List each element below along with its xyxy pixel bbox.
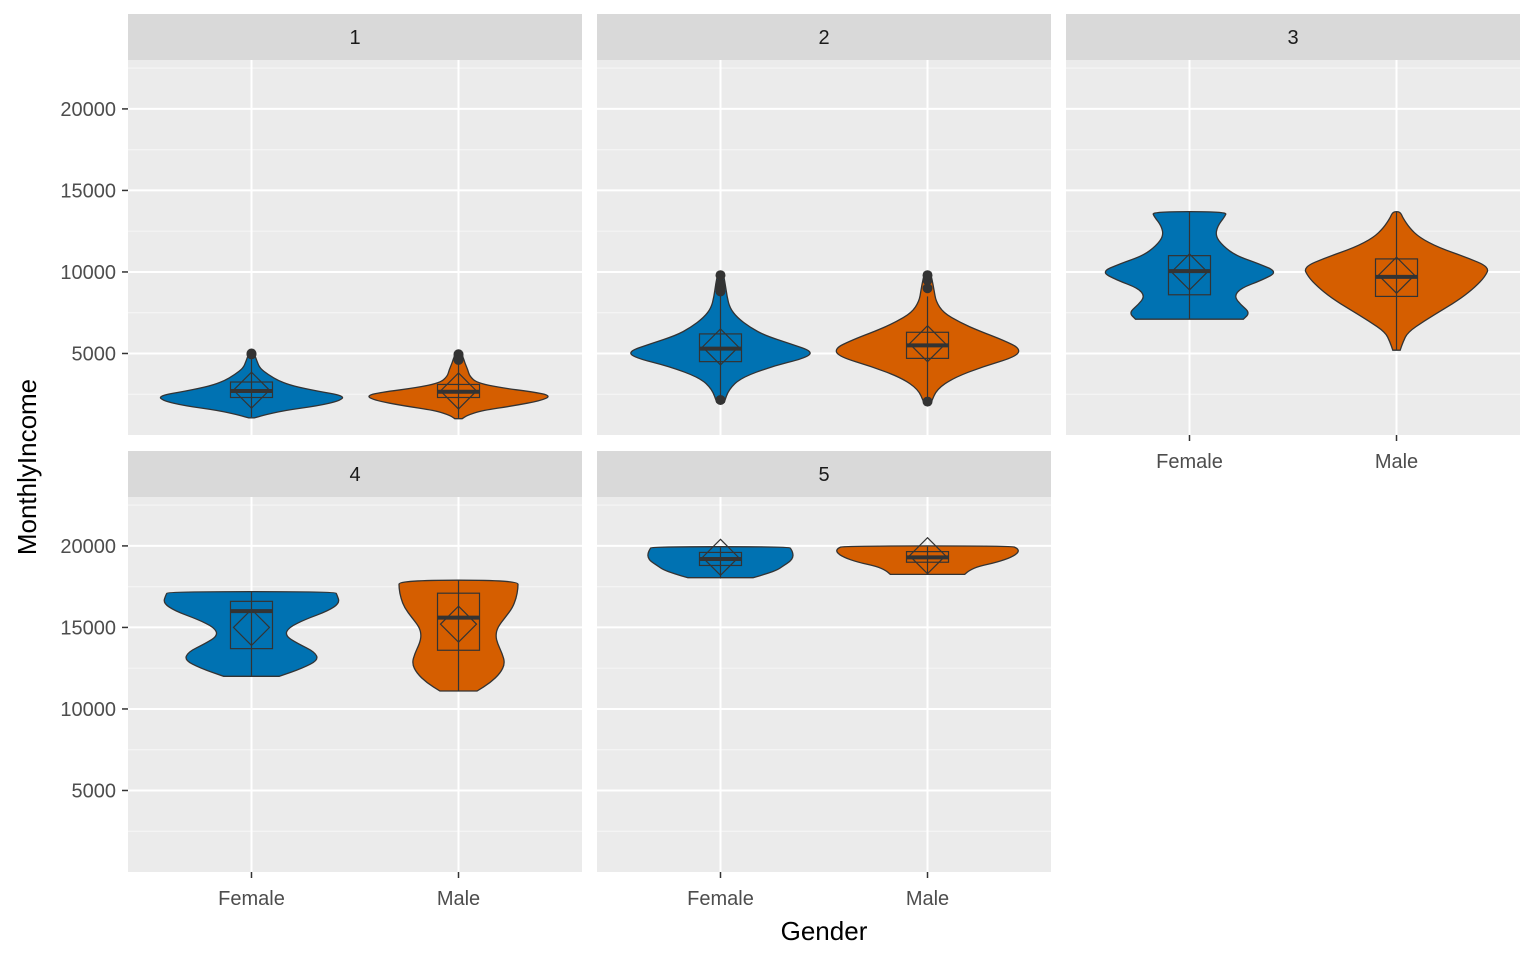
mean-diamond-marker	[232, 608, 271, 647]
y-tick-label: 15000	[60, 617, 116, 639]
panel-background	[597, 60, 1051, 435]
mean-diamond-marker	[908, 536, 947, 575]
violin-male	[835, 270, 1020, 407]
facet-panel-4: 4 5000 10000 15000 20000 Female Male	[60, 451, 582, 910]
outlier-point	[715, 270, 726, 281]
mean-diamond-marker	[701, 538, 740, 577]
violin-female	[647, 538, 794, 579]
facet-strip	[1066, 14, 1520, 60]
facet-strip	[597, 451, 1051, 497]
facet-panel-3: 3 Female Male	[1066, 14, 1520, 473]
y-tick-label: 5000	[72, 780, 117, 802]
x-tick-label: Female	[687, 888, 754, 910]
violin-female	[1104, 210, 1275, 320]
facet-panel-5: 5 Female Male	[597, 451, 1051, 910]
outlier-point	[715, 394, 726, 405]
outlier-point	[453, 355, 464, 365]
boxplot-box	[229, 600, 274, 650]
mean-diamond-marker	[908, 324, 947, 363]
mean-diamond-marker	[1170, 253, 1209, 291]
panel-background	[1066, 60, 1520, 435]
panel-background	[128, 497, 582, 872]
x-tick-label: Male	[906, 888, 949, 910]
mean-diamond-marker	[232, 371, 271, 410]
y-tick-label: 20000	[60, 99, 116, 121]
x-tick-label: Female	[1156, 451, 1223, 473]
outlier-point	[715, 278, 726, 289]
x-tick-label: Male	[1375, 451, 1418, 473]
violin-female	[630, 270, 811, 405]
panel-background	[128, 60, 582, 435]
violin-female	[163, 590, 340, 677]
facet-strip-label: 3	[1287, 27, 1298, 49]
facet-panel-2: 2	[597, 14, 1051, 435]
boxplot-box	[436, 592, 481, 651]
facet-strip-label: 2	[818, 27, 829, 49]
x-axis-title: Gender	[781, 916, 868, 946]
mean-diamond-marker	[439, 605, 478, 644]
violin-male	[368, 349, 549, 420]
y-axis-title: MonthlyIncome	[12, 379, 42, 555]
mean-diamond-marker	[1377, 256, 1416, 295]
y-tick-label: 10000	[60, 699, 116, 721]
mean-diamond-marker	[439, 372, 478, 410]
outlier-point	[715, 286, 726, 297]
mean-diamond-marker	[701, 328, 740, 366]
y-tick-label: 5000	[72, 343, 117, 365]
facet-strip-label: 1	[349, 27, 360, 49]
facet-strip	[128, 14, 582, 60]
facet-strip-label: 4	[349, 464, 360, 486]
outlier-point	[922, 396, 933, 407]
facet-strip-label: 5	[818, 464, 829, 486]
violin-male	[836, 536, 1019, 576]
violin-female	[159, 348, 344, 419]
x-tick-label: Male	[437, 888, 480, 910]
facet-strip	[128, 451, 582, 497]
y-tick-label: 15000	[60, 180, 116, 202]
boxplot-box	[1167, 255, 1212, 296]
x-tick-label: Female	[218, 888, 285, 910]
violin-male	[398, 579, 519, 692]
y-tick-label: 20000	[60, 536, 116, 558]
outlier-point	[922, 270, 933, 281]
outlier-point	[246, 348, 257, 359]
violin-male	[1304, 210, 1489, 351]
y-tick-label: 10000	[60, 262, 116, 284]
outlier-point	[922, 283, 933, 294]
facet-strip	[597, 14, 1051, 60]
